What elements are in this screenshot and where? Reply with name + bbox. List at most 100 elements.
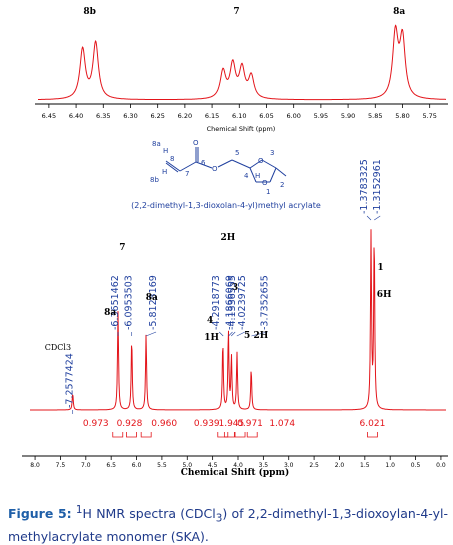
svg-text:O: O [258, 157, 264, 165]
peak-pick-leader [251, 331, 268, 337]
integral-bracket [112, 432, 124, 438]
caption-superscript: 1 [75, 504, 83, 516]
full-spectrum-line [30, 229, 446, 411]
caption-text-2: ) of 2,2-dimethyl-1,3-dioxoylan-4-yl-met… [8, 506, 448, 544]
peak-pick-label: -5.8123169 [148, 275, 159, 330]
peak-pick-label: -3.7352655 [259, 275, 270, 330]
svg-text:1: 1 [266, 188, 270, 196]
integral-bracket [223, 432, 235, 438]
inset-peak-annotation: 8a [393, 7, 405, 17]
peak-assignment: 3 [232, 283, 238, 293]
integral-value: 0.960 [151, 419, 177, 429]
inset-tick-label: 6.45 [42, 112, 56, 120]
full-tick-label: 5.5 [157, 462, 167, 469]
peak-pick-leader [145, 331, 157, 337]
full-tick-label: 1.5 [360, 462, 370, 469]
svg-text:5: 5 [235, 149, 239, 157]
inset-tick-label: 6.35 [96, 112, 110, 120]
svg-text:8: 8 [170, 155, 174, 163]
full-spectrum-panel: 8.0 7.5 7.0 6.5 6.0 5.5 5.0 4.5 4.0 3.5 3.0 2.5 2.0 1… [22, 159, 448, 478]
integral-value: 0.973 [83, 419, 109, 429]
peak-pick-label: -7.2577424 [65, 353, 76, 408]
integral-bracket [126, 432, 137, 438]
inset-x-axis-title: Chemical Shift (ppm) [207, 125, 276, 133]
full-ticks: 8.0 7.5 7.0 6.5 6.0 5.5 5.0 4.5 4.0 3.5 3.0 2.5 2.0 1… [30, 456, 446, 469]
integral-value: 0.928 [117, 419, 143, 429]
full-tick-label: 3.0 [284, 462, 294, 469]
full-tick-label: 7.5 [56, 462, 66, 469]
inset-peak-annotation: 7 [233, 7, 239, 17]
full-tick-label: 6.5 [106, 462, 116, 469]
caption-subscript: 3 [215, 512, 223, 525]
svg-text:H: H [162, 168, 167, 176]
svg-text:O: O [193, 139, 199, 147]
integral-value: 6.021 [360, 419, 386, 429]
peak-pick-leader [374, 215, 381, 221]
inset-tick-label: 6.25 [150, 112, 164, 120]
integral-bracket [217, 432, 229, 438]
inset-tick-label: 6.10 [232, 112, 246, 120]
peak-pick-leader [366, 215, 372, 221]
peak-pick-leader [218, 331, 224, 337]
peak-pick-label: -6.0953503 [124, 275, 135, 330]
peak-pick-leader [228, 331, 233, 337]
figure-caption: Figure 5: 1H NMR spectra (CDCl3) of 2,2-… [8, 502, 448, 545]
nmr-figure: 6.45 6.40 6.35 6.30 6.25 6.20 6.15 6.10 6.05 6.00… [22, 7, 448, 478]
inset-panel: 6.45 6.40 6.35 6.30 6.25 6.20 6.15 6.10 6.05 6.00… [35, 7, 448, 133]
peak-pick-label: -4.2918773 [211, 275, 222, 330]
inset-ticks: 6.45 6.40 6.35 6.30 6.25 6.20 6.15 6.10 6.05 6.00… [42, 104, 437, 120]
full-tick-label: 2.0 [335, 462, 345, 469]
inset-tick-label: 6.05 [259, 112, 273, 120]
full-tick-label: 3.5 [259, 462, 269, 469]
peak-assignment: 6H [377, 290, 392, 300]
svg-text:7: 7 [185, 170, 189, 178]
full-tick-label: 0.0 [436, 462, 446, 469]
peak-assignment: 2H [253, 331, 268, 341]
inset-peak-annotation: 8b [83, 7, 96, 17]
peak-assignment: 8a [146, 293, 158, 303]
compound-name: (2,2-dimethyl-1,3-dioxolan-4-yl)methyl a… [131, 201, 321, 210]
svg-text:3: 3 [270, 149, 274, 157]
chemical-structure [165, 147, 287, 183]
peak-pick-label: -6.3651462 [110, 275, 121, 330]
peak-assignment: 8a [104, 308, 116, 318]
inset-annotations: 8b 7 8a [83, 7, 405, 17]
inset-tick-label: 6.30 [123, 112, 137, 120]
inset-tick-label: 6.40 [69, 112, 83, 120]
full-tick-label: 4.0 [233, 462, 243, 469]
peak-assignment: 1 [377, 263, 383, 273]
svg-text:8b: 8b [150, 176, 159, 184]
peak-pick-label: -1.3152961 [372, 159, 383, 214]
full-tick-label: 1.0 [385, 462, 395, 469]
integral-value: 0.939 [194, 419, 220, 429]
full-x-axis-title: Chemical Shift (ppm) [181, 467, 290, 478]
full-tick-label: 0.5 [411, 462, 421, 469]
full-tick-label: 7.0 [81, 462, 91, 469]
peak-pick-leader [230, 331, 236, 337]
inset-tick-label: 5.90 [341, 112, 355, 120]
inset-tick-label: 6.20 [178, 112, 192, 120]
integral-value: 0.971 [237, 419, 263, 429]
integral-bracket [367, 432, 378, 438]
peak-pick-label: -4.1866069 [225, 275, 236, 330]
inset-tick-label: 5.95 [314, 112, 328, 120]
peak-pick-label: -4.1336555 [227, 275, 238, 330]
caption-text-1: H NMR spectra (CDCl [82, 506, 216, 522]
integral-bracket [140, 432, 152, 438]
structure-labels: 8a 8b H H 8 7 6 5 4 3 2 1 H O O O O [150, 139, 284, 196]
peak-assignment: 2H [220, 233, 235, 243]
peak-assignment: CDCl3 [45, 343, 71, 352]
integral-value: 1.945 [218, 419, 244, 429]
peak-pick-leader [236, 331, 245, 337]
inset-tick-label: 5.80 [395, 112, 409, 120]
full-tick-label: 6.0 [132, 462, 142, 469]
full-tick-label: 8.0 [30, 462, 40, 469]
peak-assignment: 7 [119, 243, 125, 253]
inset-spectrum-line [38, 24, 446, 101]
svg-text:2: 2 [280, 181, 284, 189]
full-tick-label: 5.0 [182, 462, 192, 469]
integral-bracket [234, 432, 246, 438]
peak-pick-label: -4.0239725 [237, 275, 248, 330]
